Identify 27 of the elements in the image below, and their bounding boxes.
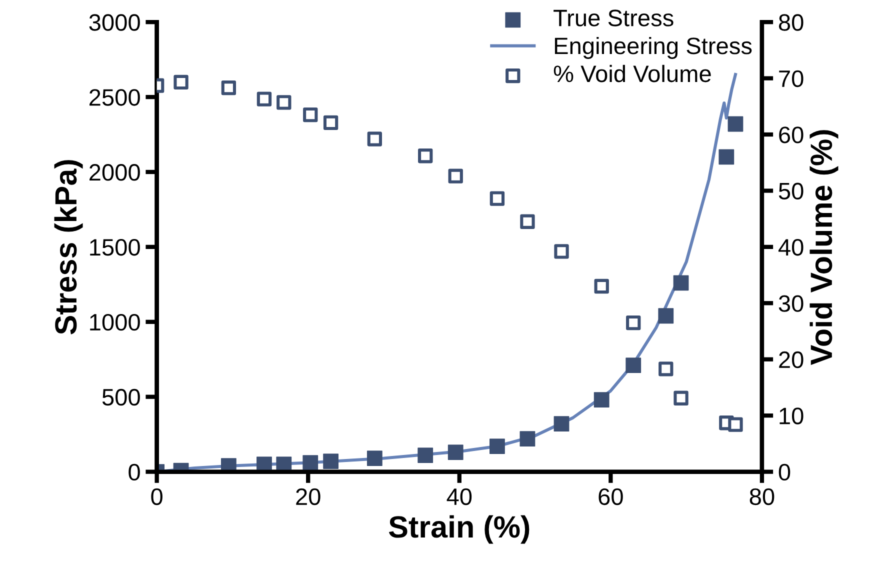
- y-axis-title: Stress (kPa): [54, 160, 83, 334]
- y2-tick-label: 70: [779, 70, 804, 88]
- y-tick-label: 2500: [90, 89, 140, 106]
- x-tick-label: 0: [151, 488, 162, 506]
- legend-label: % Void Volume: [554, 64, 711, 82]
- legend-label: True Stress: [554, 10, 674, 26]
- y2-tick-label: 30: [778, 295, 804, 312]
- y-tick-label: 3000: [89, 14, 140, 31]
- x-axis-title: Strain (%): [388, 515, 530, 544]
- y-tick-label: 500: [102, 388, 140, 406]
- y2-tick-label: 40: [778, 238, 804, 256]
- y2-tick-label: 10: [780, 408, 804, 424]
- y2-axis-title: Void Volume (%): [810, 130, 838, 365]
- y-tick-label: 1000: [90, 314, 140, 331]
- y2-tick-label: 60: [779, 126, 804, 144]
- x-tick-label: 20: [296, 488, 320, 506]
- x-tick-label: 60: [598, 488, 623, 506]
- x-tick-label: 80: [750, 488, 774, 506]
- y2-tick-label: 80: [778, 14, 804, 31]
- y2-tick-label: 20: [779, 351, 804, 368]
- y-tick-label: 1500: [90, 238, 140, 256]
- y2-tick-label: 50: [778, 182, 804, 200]
- legend-label: Engineering Stress: [554, 36, 752, 59]
- y-tick-label: 2000: [90, 164, 140, 181]
- y-tick-label: 0: [128, 464, 140, 481]
- x-tick-label: 40: [446, 488, 472, 506]
- y2-tick-label: 0: [778, 464, 790, 481]
